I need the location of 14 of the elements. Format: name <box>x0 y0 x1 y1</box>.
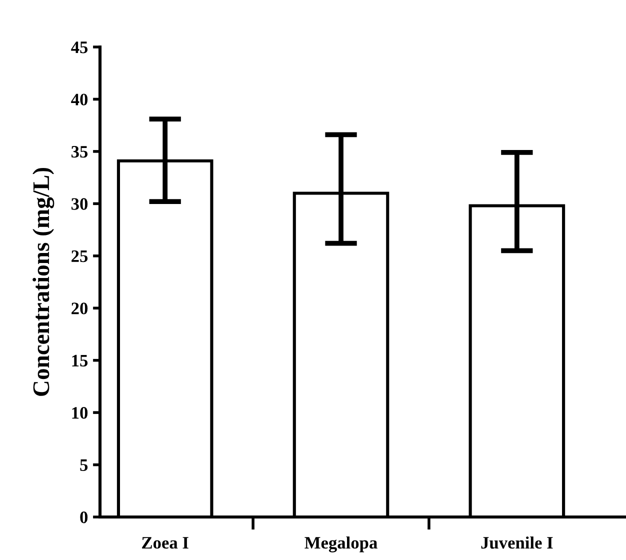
y-tick-label: 35 <box>71 146 88 158</box>
y-tick-label: 20 <box>72 302 88 314</box>
x-tick-label: Megalopa <box>304 536 378 552</box>
x-tick-label: Zoea I <box>142 537 188 549</box>
y-tick-label: 45 <box>71 42 88 54</box>
y-tick-label: 15 <box>72 354 88 367</box>
y-tick-label: 5 <box>80 459 88 471</box>
y-axis-title: Concentrations (mg/L) <box>32 168 54 396</box>
y-tick-label: 30 <box>71 198 88 210</box>
y-tick-label: 25 <box>72 250 88 262</box>
y-tick-label: 40 <box>71 94 88 106</box>
x-tick-label: Juvenile I <box>481 536 553 549</box>
y-tick-label: 0 <box>80 511 88 524</box>
y-tick-label: 10 <box>72 407 88 419</box>
